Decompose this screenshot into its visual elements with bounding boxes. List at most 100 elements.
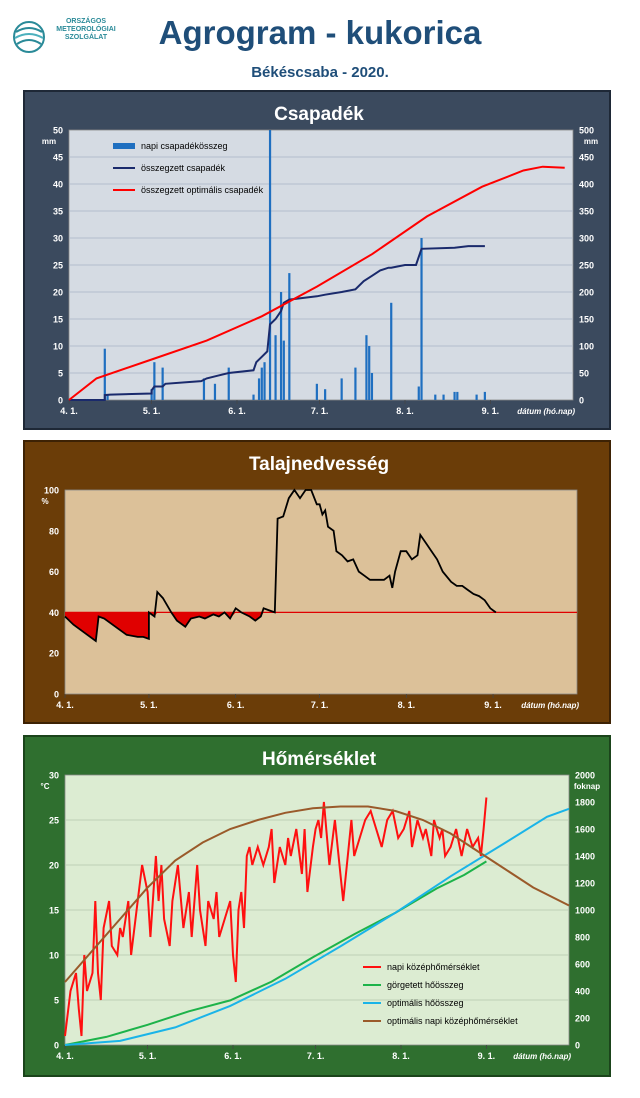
rolling-heat-sum-line xyxy=(64,860,487,1046)
precipitation-bar xyxy=(103,348,106,400)
temperature-chart: 0 5 10 15 20 25 30 0 200 400 600 800 1000 1200 1400 160… xyxy=(41,771,601,1062)
precipitation-bar xyxy=(453,391,456,400)
precipitation-bar xyxy=(257,378,261,400)
y-tick-label: 45 xyxy=(53,153,63,163)
precipitation-bar xyxy=(106,394,109,400)
legend-label: napi középhőmérséklet xyxy=(387,962,480,972)
temperature-panel: 0 5 10 15 20 25 30 0 200 400 600 800 1000 1200 1400 160… xyxy=(23,735,611,1077)
y2-axis-label: mm xyxy=(584,137,598,146)
y-tick-label: 40 xyxy=(49,608,59,618)
precipitation-bar xyxy=(161,367,164,400)
x-axis-label: dátum (hó.nap) xyxy=(517,407,575,416)
precipitation-bar xyxy=(268,130,272,400)
y2-tick-label: 400 xyxy=(575,987,590,997)
deficit-area xyxy=(65,612,264,641)
x-tick-label: 6. 1. xyxy=(228,406,246,416)
y2-tick-label: 100 xyxy=(579,342,594,352)
precipitation-bar xyxy=(483,391,486,400)
precipitation-bar xyxy=(288,273,291,400)
logo-line-1: ORSZÁGOS xyxy=(65,18,107,25)
precipitation-bar xyxy=(315,383,318,400)
legend-label: optimális hőösszeg xyxy=(387,998,464,1008)
y-tick-label: 30 xyxy=(49,771,59,781)
cumulative-precipitation-line xyxy=(69,245,485,401)
y2-tick-label: 500 xyxy=(579,126,594,136)
soil-moisture-line xyxy=(64,488,497,643)
x-tick-label: 9. 1. xyxy=(478,1051,496,1061)
plot-area xyxy=(64,489,578,695)
page-title: Agrogram - kukorica xyxy=(158,14,482,51)
omsz-logo: ORSZÁGOS METEOROLÓGIAI SZOLGÁLAT xyxy=(12,18,122,58)
y2-tick-label: 1200 xyxy=(575,879,595,889)
x-tick-label: 5. 1. xyxy=(140,700,158,710)
y-tick-label: 80 xyxy=(49,526,59,536)
x-tick-label: 4. 1. xyxy=(56,1051,74,1061)
y-tick-label: 0 xyxy=(54,1041,59,1051)
globe-logo-icon xyxy=(13,21,45,53)
y2-tick-label: 0 xyxy=(575,1041,580,1051)
y2-tick-label: 350 xyxy=(579,207,594,217)
x-tick-label: 6. 1. xyxy=(224,1051,242,1061)
y-tick-label: 5 xyxy=(58,369,63,379)
precipitation-bar xyxy=(227,367,230,400)
precipitation-panel: 0 5 10 15 20 25 30 35 40 45 50 0 50 100 150 200 250 300 35… xyxy=(23,90,611,430)
legend-label: napi csapadékösszeg xyxy=(141,141,228,151)
y2-tick-label: 150 xyxy=(579,315,594,325)
soil-moisture-chart: 0 20 40 60 80 100 4. 1. 5. 1. 6. 1. 7. 1. 8. 1. 9. … xyxy=(41,486,579,711)
y2-tick-label: 400 xyxy=(579,180,594,190)
legend-swatch-bar xyxy=(113,143,135,149)
optimal-cumulative-line xyxy=(68,165,565,401)
x-axis-label: dátum (hó.nap) xyxy=(521,701,579,710)
precipitation-bar xyxy=(354,367,357,400)
y-tick-label: 35 xyxy=(53,207,63,217)
precipitation-bar xyxy=(442,394,445,400)
x-tick-label: 6. 1. xyxy=(227,700,245,710)
precipitation-bar xyxy=(420,238,423,400)
precipitation-bar xyxy=(417,386,420,400)
precipitation-bar xyxy=(150,389,153,400)
precipitation-bar xyxy=(370,373,374,400)
y2-tick-label: 200 xyxy=(575,1014,590,1024)
precipitation-bar xyxy=(153,362,156,400)
y2-tick-label: 250 xyxy=(579,261,594,271)
y-axis-label: °C xyxy=(41,782,50,791)
precipitation-bar xyxy=(274,335,277,400)
precipitation-chart: 0510152025303540455005010015020025030035… xyxy=(42,126,598,417)
x-tick-label: 8. 1. xyxy=(398,700,416,710)
x-tick-label: 8. 1. xyxy=(392,1051,410,1061)
y-tick-label: 50 xyxy=(53,126,63,136)
precipitation-bar xyxy=(279,292,283,400)
precipitation-bar xyxy=(282,340,285,400)
x-tick-label: 4. 1. xyxy=(60,406,78,416)
y-axis-label: mm xyxy=(42,137,56,146)
y-tick-label: 0 xyxy=(58,396,63,406)
y2-axis-label: foknap xyxy=(574,782,600,791)
y-tick-label: 20 xyxy=(49,649,59,659)
y-tick-label: 40 xyxy=(53,180,63,190)
daily-mean-temp-line xyxy=(64,797,488,1037)
legend-label: görgetett hőösszeg xyxy=(387,980,464,990)
y2-tick-label: 300 xyxy=(579,234,594,244)
y-tick-label: 15 xyxy=(49,906,59,916)
y2-tick-label: 1600 xyxy=(575,825,595,835)
optimal-daily-temp-line xyxy=(64,805,570,983)
y2-tick-label: 800 xyxy=(575,933,590,943)
precipitation-bar xyxy=(260,367,263,400)
temperature-title: Hőmérséklet xyxy=(261,749,377,770)
y2-tick-label: 450 xyxy=(579,153,594,163)
legend-label: optimális napi középhőmérséklet xyxy=(387,1016,518,1026)
y2-tick-label: 50 xyxy=(579,369,589,379)
y-tick-label: 25 xyxy=(53,261,63,271)
y-tick-label: 10 xyxy=(53,342,63,352)
y-tick-label: 0 xyxy=(54,690,59,700)
precipitation-bar xyxy=(202,378,206,400)
x-tick-label: 4. 1. xyxy=(56,700,74,710)
optimal-heat-sum-line xyxy=(64,807,570,1046)
precipitation-bar xyxy=(252,394,255,400)
y-tick-label: 15 xyxy=(53,315,63,325)
precipitation-bar xyxy=(365,335,368,400)
legend-label: összegzett optimális csapadék xyxy=(141,185,264,195)
page-subtitle: Békéscsaba - 2020. xyxy=(251,64,389,81)
y-tick-label: 30 xyxy=(53,234,63,244)
x-tick-label: 9. 1. xyxy=(482,406,500,416)
